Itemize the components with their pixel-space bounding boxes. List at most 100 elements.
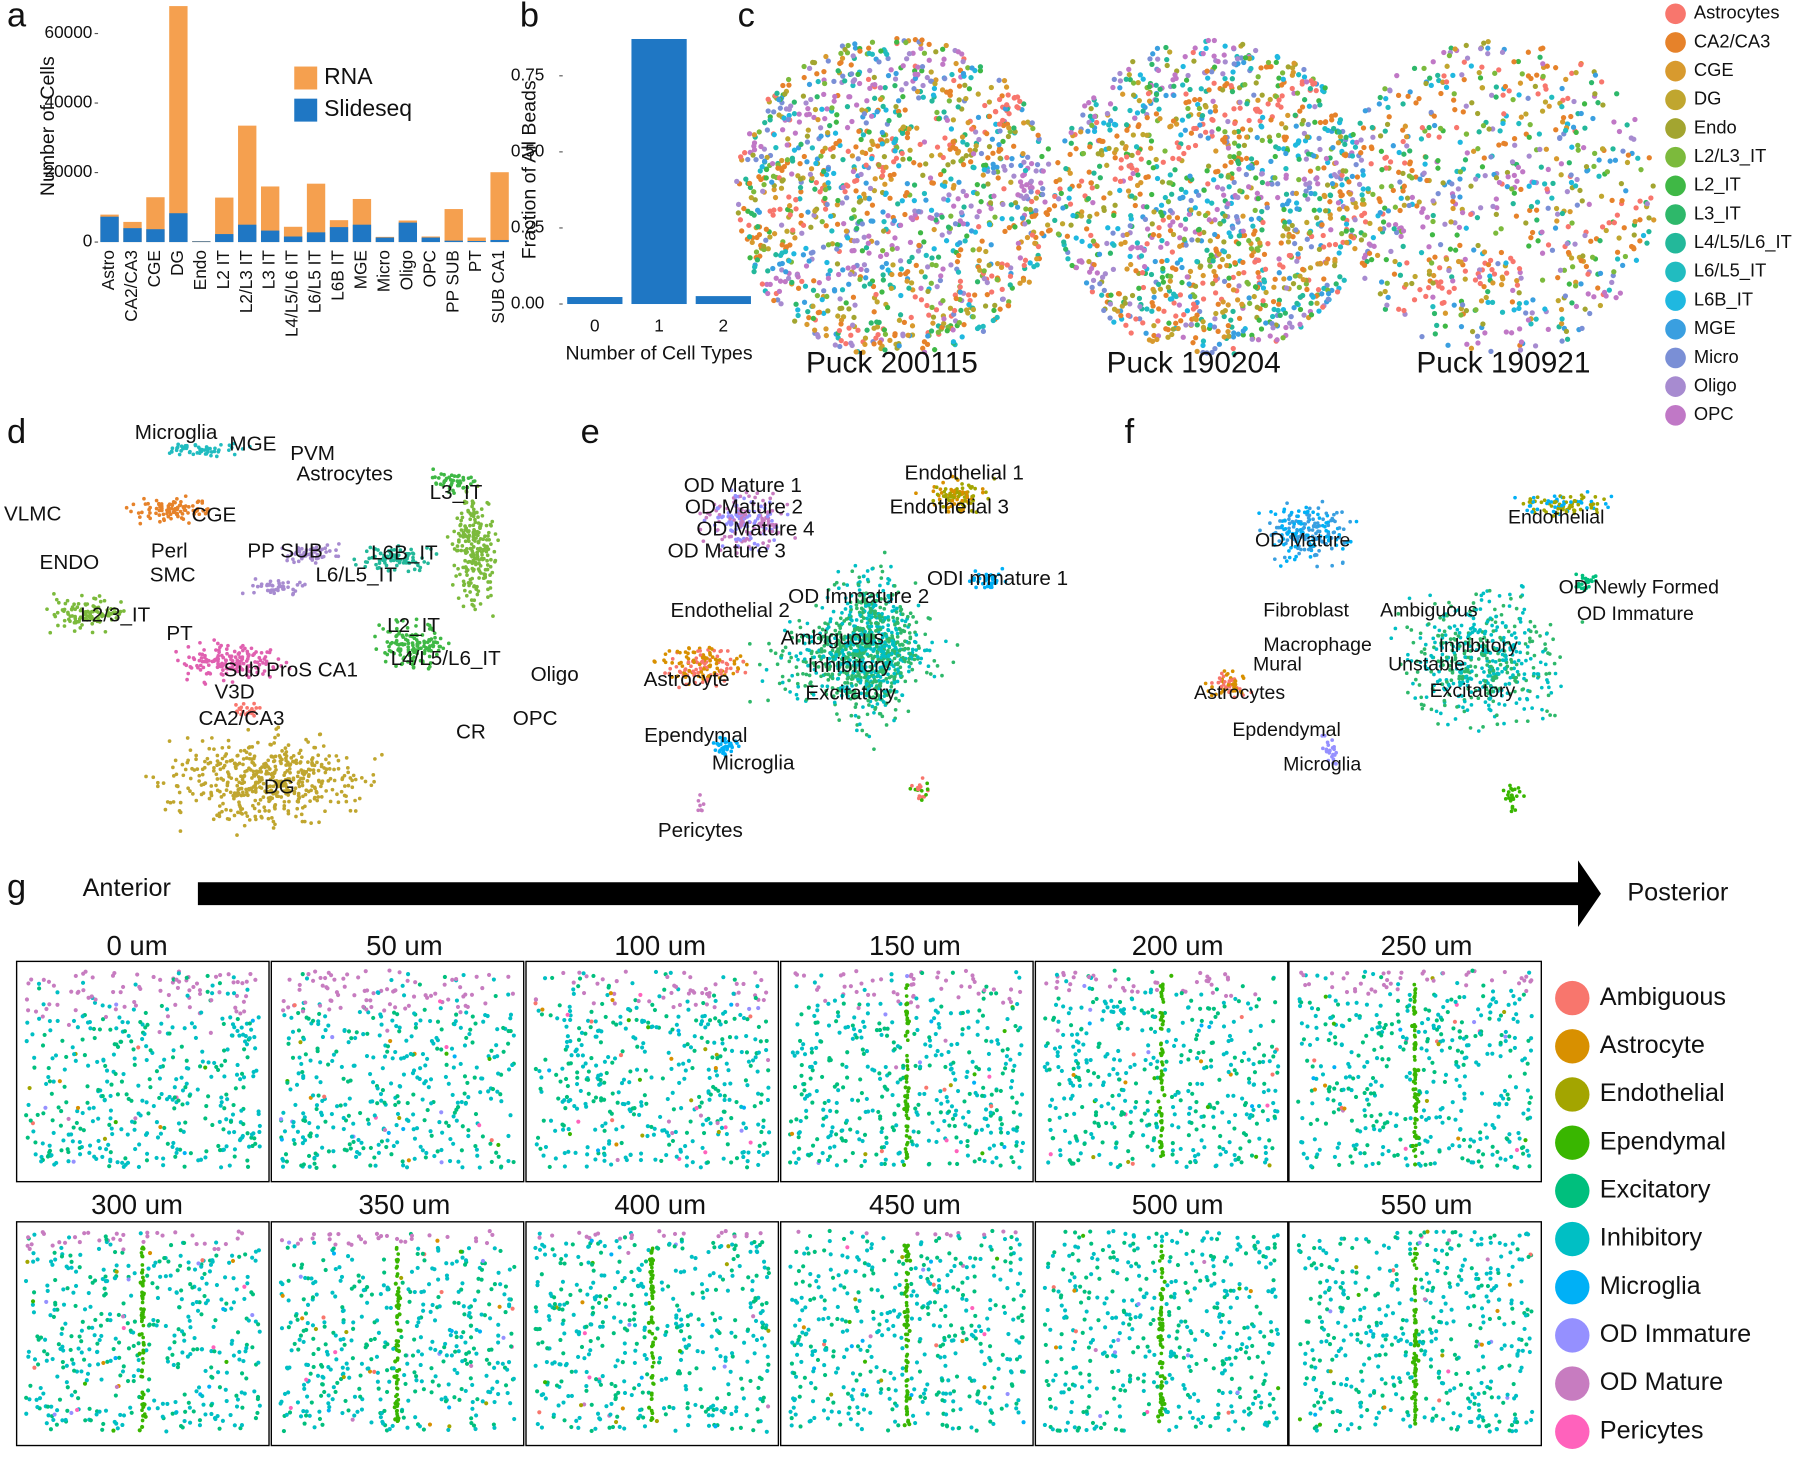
point (1165, 334, 1171, 340)
point (1366, 250, 1373, 256)
point (908, 215, 914, 221)
point (1569, 264, 1576, 270)
point (1204, 168, 1210, 174)
point (1450, 205, 1456, 212)
point (1231, 351, 1237, 357)
point (1118, 157, 1124, 163)
point (352, 557, 357, 562)
point (1509, 299, 1516, 305)
point (197, 773, 202, 778)
point (1523, 220, 1529, 226)
point (445, 535, 450, 539)
point (844, 195, 850, 201)
point (1206, 87, 1212, 93)
point (1301, 130, 1308, 137)
point (1394, 229, 1400, 236)
point (1324, 182, 1331, 188)
point (273, 806, 277, 811)
point (1291, 60, 1297, 66)
point (1125, 188, 1132, 194)
point (880, 272, 886, 278)
point (1051, 203, 1058, 209)
point (1418, 136, 1425, 142)
point (1312, 104, 1318, 110)
point (916, 95, 922, 101)
point (1539, 250, 1546, 256)
point (748, 195, 754, 201)
point (300, 783, 305, 788)
point (1209, 349, 1215, 356)
point (900, 156, 906, 162)
point (1185, 105, 1191, 112)
point (183, 494, 188, 499)
point (818, 133, 824, 139)
point (1110, 266, 1117, 273)
point (252, 806, 257, 811)
point (1020, 150, 1026, 157)
point (1093, 101, 1099, 108)
point (770, 173, 777, 179)
point (1180, 194, 1186, 200)
point (773, 145, 779, 151)
point (1019, 183, 1025, 189)
point (842, 188, 848, 195)
point (483, 567, 488, 572)
point (1595, 100, 1601, 106)
point (1516, 301, 1523, 307)
point (888, 285, 895, 292)
point (1569, 300, 1575, 306)
point (847, 271, 854, 277)
point (891, 159, 897, 165)
point (795, 307, 801, 313)
point (944, 328, 950, 334)
point (1014, 204, 1021, 210)
point (1549, 94, 1555, 100)
point (206, 663, 211, 668)
point (1248, 216, 1255, 222)
point (1297, 273, 1303, 279)
point (311, 771, 316, 775)
point (429, 637, 434, 641)
point (1259, 124, 1265, 130)
point (1300, 276, 1306, 283)
point (923, 161, 929, 167)
point (837, 60, 843, 67)
point (746, 131, 753, 137)
point (1278, 104, 1284, 110)
point (1350, 131, 1356, 138)
point (1526, 134, 1532, 140)
point (897, 258, 904, 264)
point (1364, 258, 1370, 265)
point (1430, 280, 1436, 286)
point (321, 744, 326, 748)
point (933, 307, 940, 313)
point (200, 739, 205, 743)
point (232, 796, 236, 801)
point (1403, 281, 1409, 288)
point (1323, 155, 1330, 162)
point (452, 474, 457, 478)
point (283, 752, 288, 757)
point (779, 260, 785, 267)
point (1496, 179, 1503, 186)
point (1315, 181, 1321, 187)
point (955, 104, 961, 110)
point (1482, 330, 1488, 336)
point (1527, 121, 1533, 128)
point (1192, 283, 1199, 289)
point (834, 241, 840, 248)
point (267, 650, 272, 655)
point (1303, 156, 1309, 162)
point (948, 126, 955, 132)
point (1205, 181, 1211, 187)
point (993, 121, 999, 127)
point (1285, 226, 1291, 232)
point (1623, 188, 1629, 194)
point (1169, 191, 1175, 197)
point (1359, 212, 1365, 219)
point (1230, 287, 1237, 293)
point (1400, 228, 1407, 234)
point (1312, 191, 1318, 197)
point (1431, 113, 1437, 119)
point (996, 148, 1002, 154)
